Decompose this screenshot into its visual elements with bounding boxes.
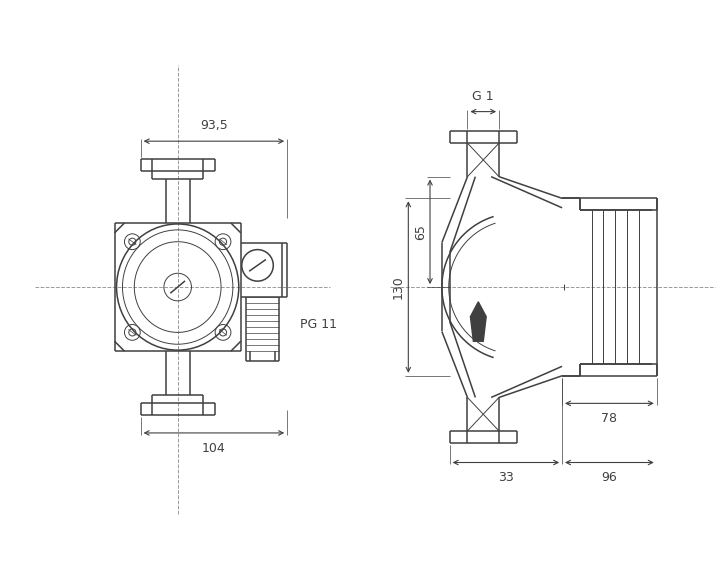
Text: 65: 65 <box>413 224 426 240</box>
Text: PG 11: PG 11 <box>300 318 337 331</box>
Text: 33: 33 <box>498 471 514 484</box>
Text: 93,5: 93,5 <box>200 119 228 132</box>
Text: 130: 130 <box>392 275 405 299</box>
Text: 78: 78 <box>602 412 618 425</box>
Text: 104: 104 <box>202 442 226 455</box>
Polygon shape <box>471 302 487 341</box>
Text: 96: 96 <box>602 471 618 484</box>
Text: G 1: G 1 <box>473 90 494 103</box>
